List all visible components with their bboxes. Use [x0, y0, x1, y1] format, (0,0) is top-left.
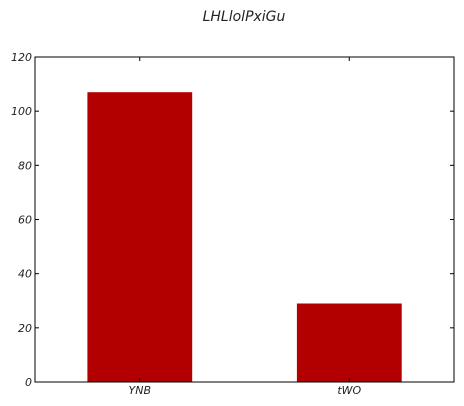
- y-tick-label-40: 40: [18, 268, 32, 281]
- bar-YNB: [87, 92, 193, 382]
- y-tick-label-0: 0: [25, 376, 32, 389]
- bars-layer: [87, 92, 402, 382]
- ticks-layer: YNB tWO 0 20 40 60 80 100 120: [11, 51, 454, 397]
- bar-tWO: [296, 303, 402, 382]
- y-tick-label-80: 80: [18, 159, 32, 172]
- chart-title: LHLlolPxiGu: [203, 9, 286, 25]
- y-tick-label-120: 120: [11, 51, 32, 64]
- y-tick-label-20: 20: [18, 322, 32, 335]
- x-tick-label-YNB: YNB: [129, 384, 152, 397]
- x-tick-label-tWO: tWO: [337, 384, 361, 397]
- plot-frame: [34, 56, 455, 383]
- y-tick-label-60: 60: [18, 214, 32, 227]
- y-tick-label-100: 100: [11, 105, 32, 118]
